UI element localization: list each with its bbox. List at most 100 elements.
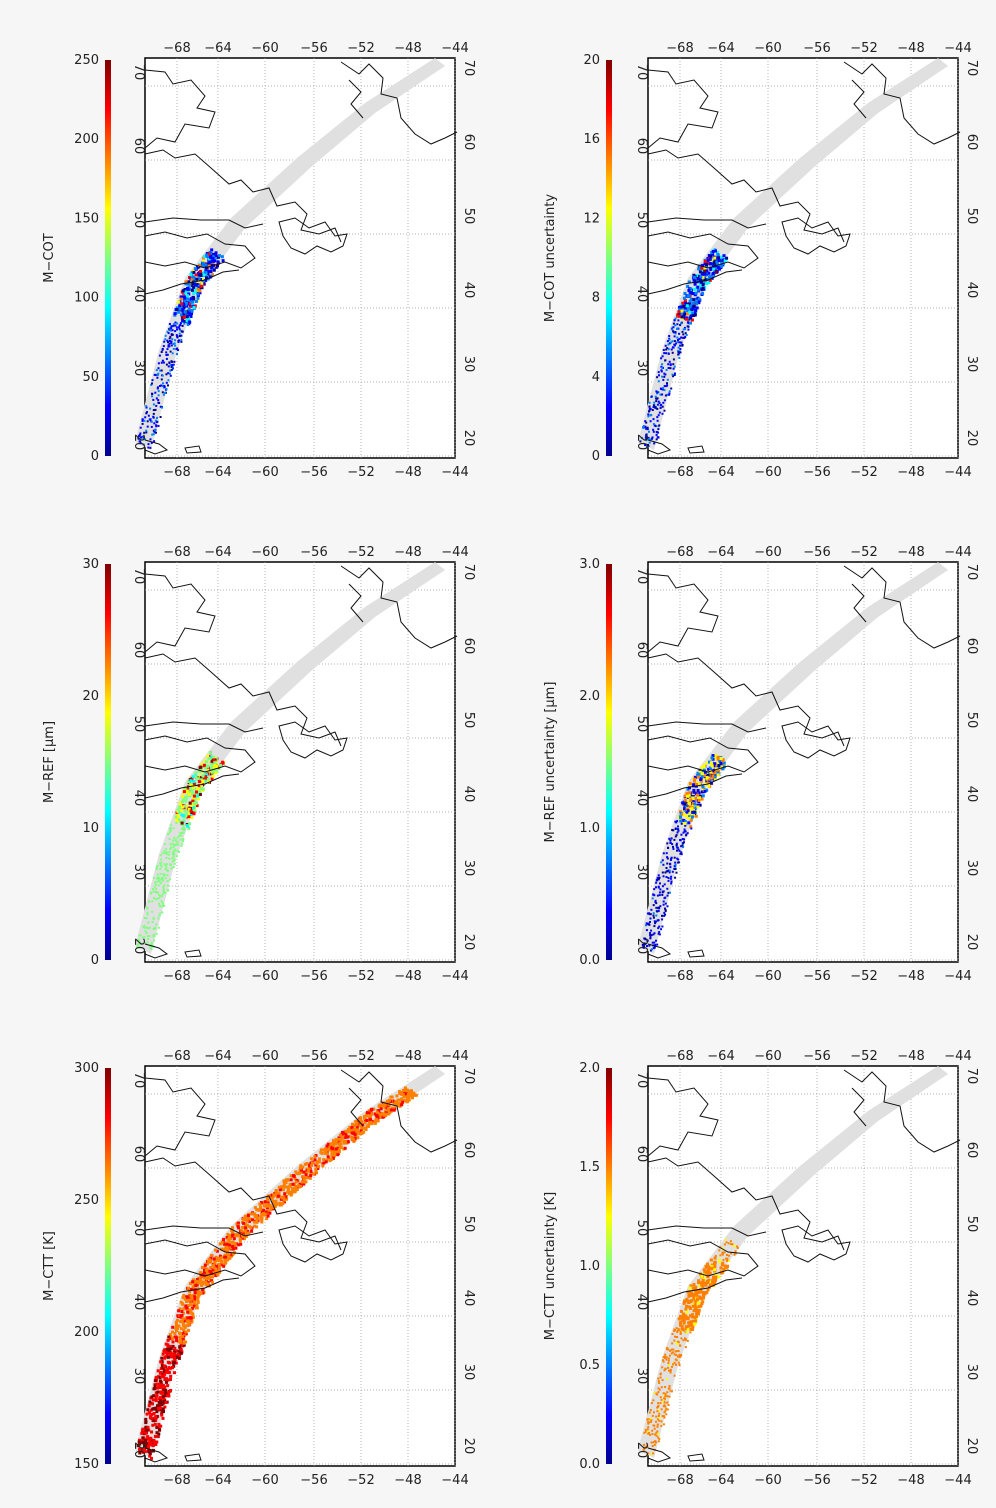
m-ctt-data-pixel: [304, 1176, 308, 1180]
m-ctt-unc-data-pixel: [662, 1392, 665, 1395]
m-ref-data-pixel: [209, 766, 213, 770]
colorbar-tick-label: 1.5: [579, 1160, 600, 1175]
m-ctt-unc-data-pixel: [664, 1392, 667, 1395]
m-ref-unc-data-pixel: [693, 775, 697, 779]
m-ref-data-pixel: [181, 832, 184, 834]
m-ctt-data-pixel: [189, 1294, 193, 1298]
m-cot-unc-data-pixel: [701, 286, 705, 290]
m-ref-unc-data-pixel: [677, 829, 680, 832]
m-cot-data-pixel: [174, 339, 177, 342]
m-ref-data-pixel: [189, 809, 193, 813]
m-cot-unc-data-pixel: [720, 259, 724, 263]
m-ref-data-pixel: [176, 849, 179, 852]
m-ctt-unc-data-pixel: [659, 1373, 662, 1376]
m-ctt-data-pixel: [182, 1341, 186, 1345]
m-cot-unc-data-pixel: [721, 258, 725, 262]
m-ref-unc-data-pixel: [667, 879, 670, 882]
m-ctt-unc-data-pixel: [680, 1309, 683, 1313]
m-ref-data-pixel: [191, 786, 195, 790]
m-ctt-data-pixel: [163, 1364, 167, 1368]
m-ctt-data-pixel: [152, 1387, 156, 1391]
m-ctt-data-pixel: [147, 1410, 151, 1414]
m-ref-data-pixel: [181, 839, 184, 842]
m-ctt-data-pixel: [171, 1344, 175, 1348]
m-ctt-data-pixel: [329, 1148, 332, 1152]
m-cot-data-pixel: [190, 309, 194, 313]
m-ctt-data-pixel: [270, 1193, 274, 1197]
m-cot-data-pixel: [168, 323, 171, 325]
m-ref-unc-data-pixel: [675, 834, 678, 837]
m-cot-unc-data-pixel: [667, 348, 670, 351]
m-cot-data-pixel: [217, 254, 221, 258]
m-ctt-unc-data-pixel: [682, 1329, 685, 1332]
m-ctt-unc-data-pixel: [692, 1293, 696, 1297]
m-ref-data-pixel: [162, 889, 165, 892]
m-ref-unc-data-pixel: [685, 791, 689, 795]
m-ctt-data-pixel: [233, 1242, 237, 1245]
m-ctt-data-pixel: [351, 1122, 354, 1126]
m-ref-data-pixel: [219, 763, 222, 767]
m-ref-unc-data-pixel: [655, 906, 658, 909]
colorbar-tick-label: 0: [592, 449, 600, 464]
m-ctt-data-pixel: [159, 1390, 163, 1394]
m-ref-data-pixel: [165, 863, 168, 866]
m-cot-data-pixel: [178, 335, 181, 337]
m-cot-unc-data-pixel: [720, 261, 724, 265]
m-ctt-unc-data-pixel: [702, 1268, 706, 1272]
lat-tick-label: 40: [131, 790, 146, 807]
m-cot-unc-data-pixel: [670, 341, 673, 344]
m-ctt-data-pixel: [365, 1114, 369, 1118]
m-ref-unc-data-pixel: [716, 771, 720, 775]
m-cot-unc-data-pixel: [689, 289, 693, 292]
m-ctt-data-pixel: [223, 1253, 227, 1257]
m-cot-data-pixel: [192, 281, 196, 285]
m-cot-data-pixel: [198, 271, 202, 275]
m-ctt-data-pixel: [356, 1128, 360, 1132]
m-ref-unc-data-pixel: [657, 878, 660, 881]
m-ctt-data-pixel: [279, 1203, 283, 1207]
m-ref-unc-data-pixel: [681, 844, 684, 847]
m-ctt-data-pixel: [260, 1220, 264, 1224]
m-ctt-data-pixel: [305, 1167, 309, 1171]
m-cot-data-pixel: [180, 334, 183, 337]
m-ctt-unc-data-pixel: [651, 1414, 654, 1417]
m-ctt-data-pixel: [159, 1396, 162, 1399]
m-ctt-data-pixel: [326, 1155, 330, 1159]
m-ctt-data-pixel: [153, 1379, 157, 1383]
m-cot-data-pixel: [180, 339, 183, 341]
m-cot-unc-data-pixel: [663, 352, 666, 355]
lon-tick-label: −68: [666, 1473, 693, 1488]
m-ref-data-pixel: [163, 863, 166, 866]
lon-tick-label: −44: [441, 41, 468, 56]
m-ctt-data-pixel: [217, 1268, 221, 1272]
m-ctt-unc-data-pixel: [666, 1401, 669, 1404]
m-ctt-data-pixel: [305, 1162, 309, 1165]
m-cot-data-pixel: [216, 261, 220, 265]
m-ctt-data-pixel: [150, 1456, 153, 1460]
m-ref-unc-data-pixel: [654, 899, 657, 902]
m-ref-unc-data-pixel: [714, 767, 718, 771]
m-ref-unc-data-pixel: [650, 908, 653, 911]
m-ctt-data-pixel: [187, 1328, 191, 1332]
colorbar-title: M−CTT [K]: [42, 1231, 57, 1301]
m-cot-unc-data-pixel: [652, 404, 655, 407]
m-ref-unc-data-pixel: [701, 772, 704, 776]
m-cot-data-pixel: [188, 320, 192, 324]
lon-tick-label: −68: [163, 969, 190, 984]
m-ctt-unc-data-pixel: [662, 1400, 665, 1403]
m-ref-unc-data-pixel: [664, 871, 667, 874]
m-ref-data-pixel: [143, 925, 146, 928]
m-ctt-data-pixel: [158, 1428, 162, 1432]
m-cot-unc-data-pixel: [723, 259, 727, 262]
m-ctt-data-pixel: [269, 1205, 273, 1209]
m-cot-unc-data-pixel: [689, 291, 693, 294]
m-ctt-unc-data-pixel: [686, 1339, 689, 1342]
m-ctt-data-pixel: [268, 1203, 272, 1207]
m-ref-unc-data-pixel: [705, 761, 709, 765]
m-ctt-unc-data-pixel: [653, 1391, 656, 1394]
m-ref-unc-data-pixel: [670, 837, 673, 840]
m-ref-unc-data-pixel: [666, 894, 669, 897]
m-ctt-data-pixel: [178, 1345, 182, 1349]
m-cot-data-pixel: [152, 429, 155, 432]
lon-tick-label: −48: [394, 969, 421, 984]
